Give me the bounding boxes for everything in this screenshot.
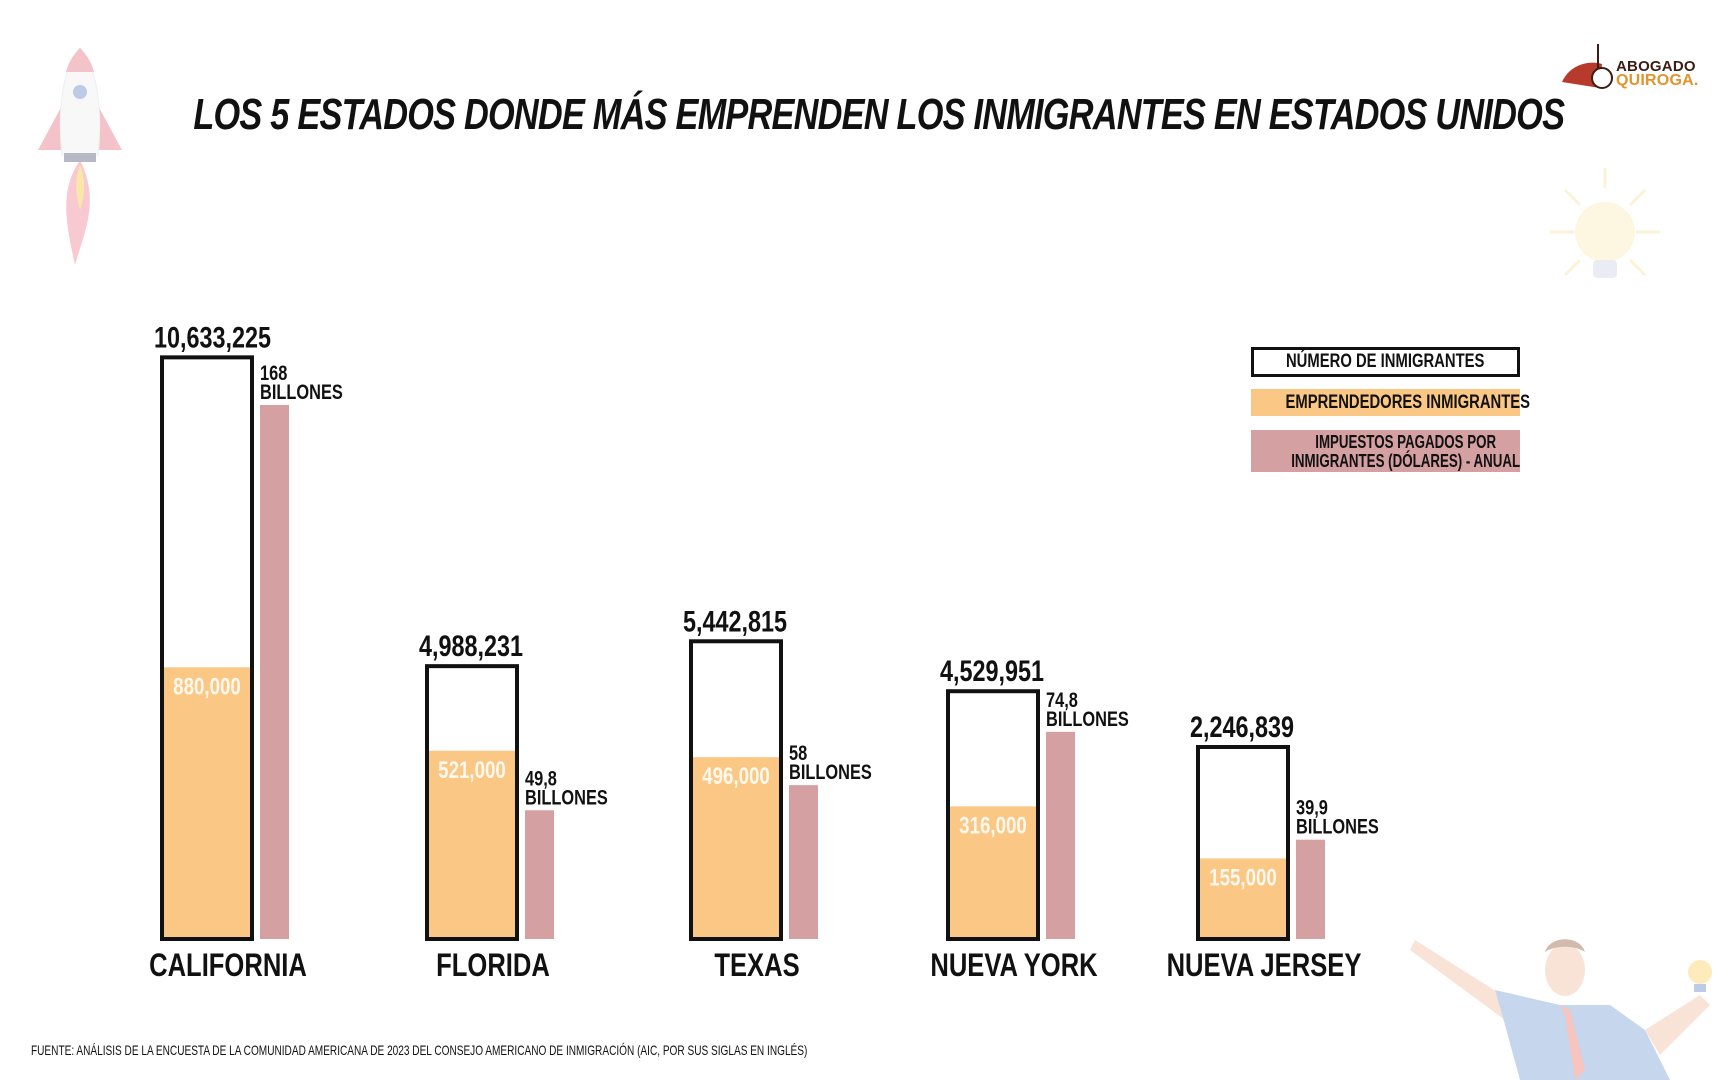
logo-text-line1: ABOGADO: [1616, 58, 1696, 75]
logo: ABOGADO QUIROGA.: [1560, 42, 1720, 102]
data-label-impuestos-unit: BILLONES: [260, 380, 343, 403]
data-label-emprendedores: 496,000: [702, 763, 770, 790]
bar-numero-inmigrantes: [1196, 745, 1290, 941]
man-with-lightbulb-illustration: [1410, 939, 1712, 1080]
chart-title-text: LOS 5 ESTADOS DONDE MÁS EMPRENDEN LOS IN…: [193, 90, 1565, 139]
data-label-impuestos-unit: BILLONES: [789, 760, 872, 783]
legend-item-impuestos: IMPUESTOS PAGADOS POR INMIGRANTES (DÓLARE…: [1251, 430, 1520, 472]
bar-impuestos: [260, 405, 289, 939]
category-label: NUEVA YORK: [930, 948, 1097, 983]
data-label-impuestos-value: 168: [260, 361, 287, 384]
bar-numero-inmigrantes: [425, 664, 519, 941]
category-label: TEXAS: [714, 948, 799, 983]
category-label: FLORIDA: [436, 948, 550, 983]
legend-label-line2: INMIGRANTES (DÓLARES) - ANUAL: [1291, 451, 1521, 471]
data-label-impuestos-unit: BILLONES: [1046, 707, 1129, 730]
data-label-impuestos-value: 74,8: [1046, 688, 1078, 711]
logo-text-line2: QUIROGA.: [1616, 72, 1699, 89]
bar-emprendedores: [164, 667, 250, 939]
category-label: CALIFORNIA: [149, 948, 307, 983]
chart-title: LOS 5 ESTADOS DONDE MÁS EMPRENDEN LOS IN…: [0, 90, 1728, 140]
bar-impuestos: [1046, 731, 1075, 939]
legend-label-line1: IMPUESTOS PAGADOS POR: [1315, 432, 1497, 452]
data-label-impuestos-unit: BILLONES: [525, 785, 608, 808]
legend-label: EMPRENDEDORES INMIGRANTES: [1285, 392, 1531, 413]
data-label-emprendedores: 880,000: [173, 673, 241, 700]
bar-impuestos: [525, 810, 554, 939]
data-label-numero-inmigrantes: 5,442,815: [683, 605, 787, 638]
data-label-impuestos-value: 49,8: [525, 766, 557, 789]
data-label-impuestos-value: 39,9: [1296, 796, 1328, 819]
legend-item-numero-inmigrantes: NÚMERO DE INMIGRANTES: [1251, 347, 1520, 377]
bar-numero-inmigrantes: [160, 355, 254, 941]
data-label-emprendedores: 521,000: [438, 757, 506, 784]
rocket-illustration: [38, 47, 122, 265]
bar-emprendedores: [429, 750, 515, 939]
bar-numero-inmigrantes: [946, 689, 1040, 941]
logo-mark-icon: [1562, 44, 1613, 89]
source-note: FUENTE: ANÁLISIS DE LA ENCUESTA DE LA CO…: [31, 1042, 808, 1058]
legend-item-emprendedores: EMPRENDEDORES INMIGRANTES: [1251, 389, 1530, 416]
data-label-emprendedores: 155,000: [1209, 864, 1277, 891]
bar-emprendedores: [693, 757, 779, 939]
category-label: NUEVA JERSEY: [1167, 948, 1362, 983]
data-label-impuestos-value: 58: [789, 741, 807, 764]
bar-numero-inmigrantes: [689, 639, 783, 941]
legend-label: IMPUESTOS PAGADOS POR INMIGRANTES (DÓLARE…: [1291, 433, 1520, 471]
data-label-impuestos-unit: BILLONES: [1296, 815, 1379, 838]
bar-impuestos: [789, 785, 818, 939]
bar-emprendedores: [950, 806, 1036, 939]
data-label-numero-inmigrantes: 4,988,231: [419, 629, 523, 662]
data-label-emprendedores: 316,000: [959, 812, 1027, 839]
data-label-numero-inmigrantes: 2,246,839: [1190, 710, 1294, 743]
lightbulb-illustration: [1550, 168, 1660, 278]
data-label-numero-inmigrantes: 4,529,951: [940, 654, 1044, 687]
data-label-numero-inmigrantes: 10,633,225: [154, 321, 271, 354]
bar-emprendedores: [1200, 858, 1286, 939]
bar-impuestos: [1296, 839, 1325, 939]
legend-label: NÚMERO DE INMIGRANTES: [1286, 351, 1485, 372]
